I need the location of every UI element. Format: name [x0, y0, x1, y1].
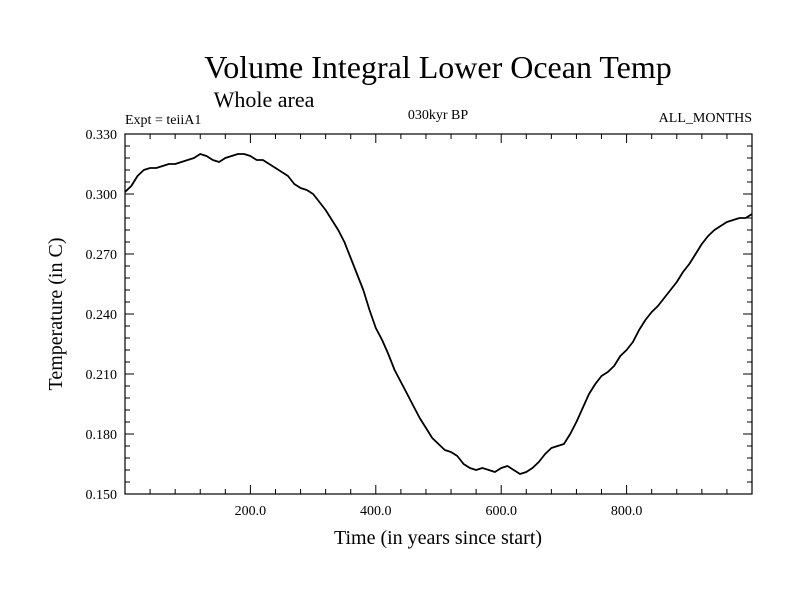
x-tick-label: 400.0	[360, 504, 392, 519]
x-tick-label: 200.0	[235, 504, 267, 519]
annotation-experiment: Expt = teiiA1	[125, 113, 201, 128]
y-tick-label: 0.240	[86, 308, 118, 323]
y-tick-label: 0.330	[86, 128, 118, 143]
series-group	[124, 153, 753, 475]
y-tick-label: 0.300	[86, 188, 118, 203]
plot-frame	[124, 133, 753, 495]
y-tick-label: 0.150	[86, 488, 118, 503]
chart-subtitle: Whole area	[214, 87, 315, 112]
chart-title: Volume Integral Lower Ocean Temp	[204, 49, 672, 85]
annotation-months: ALL_MONTHS	[659, 111, 752, 126]
y-tick-label: 0.270	[86, 248, 118, 263]
plot-area	[124, 133, 753, 495]
x-tick-label: 800.0	[611, 504, 643, 519]
x-tick-label: 600.0	[485, 504, 517, 519]
x-axis-label: Time (in years since start)	[334, 527, 542, 549]
y-tick-label: 0.180	[86, 428, 118, 443]
y-tick-label: 0.210	[86, 368, 118, 383]
series-line	[124, 153, 753, 475]
y-axis: 0.150 0.180 0.210 0.240 0.270 0.300 0.330	[86, 128, 752, 503]
x-axis: 200.0 400.0 600.0 800.0	[149, 134, 728, 519]
y-axis-label: Temperature (in C)	[45, 238, 67, 391]
annotation-period: 030kyr BP	[408, 108, 469, 123]
